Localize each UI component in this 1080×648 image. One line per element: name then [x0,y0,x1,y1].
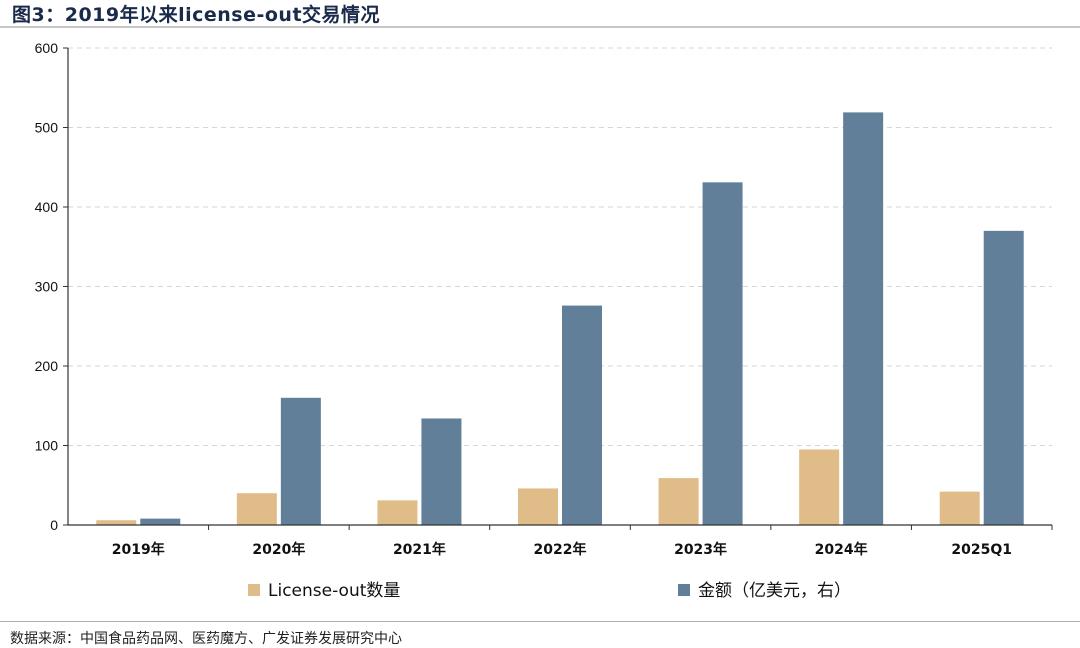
bar-count [518,488,558,525]
bar-amount [421,418,462,525]
legend-swatch [248,584,260,596]
source-note: 数据来源：中国食品药品网、医药魔方、广发证券发展研究中心 [10,631,402,647]
bar-count [236,493,277,525]
x-category-label: 2019年 [112,541,165,558]
bar-amount [983,230,1024,525]
bars [96,112,1024,526]
legend-label: 金额（亿美元，右） [698,581,851,601]
bar-amount [280,397,321,525]
bar-amount [702,182,743,526]
bar-count [799,449,840,525]
x-category-label: 2020年 [252,541,305,558]
y-tick-label: 500 [35,120,59,136]
y-tick-label: 400 [35,199,59,215]
bar-count [658,478,699,525]
y-tick-label: 100 [35,438,59,454]
x-category-label: 2022年 [534,541,587,558]
grid-lines [68,47,1052,446]
x-category-label: 2023年 [674,541,727,558]
y-tick-label: 600 [35,40,59,56]
x-category-label: 2024年 [815,541,868,558]
y-tick-label: 200 [35,358,59,374]
bar-amount [562,305,602,525]
bar-count [939,491,980,525]
y-tick-label: 300 [35,279,59,295]
axes [63,47,1053,530]
bar-chart: 0 100 200 300 400 500 600 2019年 2020年 2021年 2022年… [35,40,1053,601]
bar-count [377,500,418,525]
y-tick-labels: 0 100 200 300 400 500 600 [35,40,59,533]
x-category-label: 2025Q1 [951,542,1012,558]
y-tick-label: 0 [50,517,58,533]
x-category-labels: 2019年 2020年 2021年 2022年 2023年 2024年 2025Q1 [112,541,1012,558]
legend-swatch [678,584,690,596]
legend-label: License-out数量 [268,581,400,601]
bar-count [96,520,137,525]
x-category-label: 2021年 [393,541,446,558]
source-rule [0,621,1080,622]
bar-amount [140,518,181,525]
title-rule [0,26,1080,28]
figure-title: 图3：2019年以来license-out交易情况 [12,4,381,26]
bar-amount [843,112,884,526]
legend: License-out数量 金额（亿美元，右） [248,581,851,601]
